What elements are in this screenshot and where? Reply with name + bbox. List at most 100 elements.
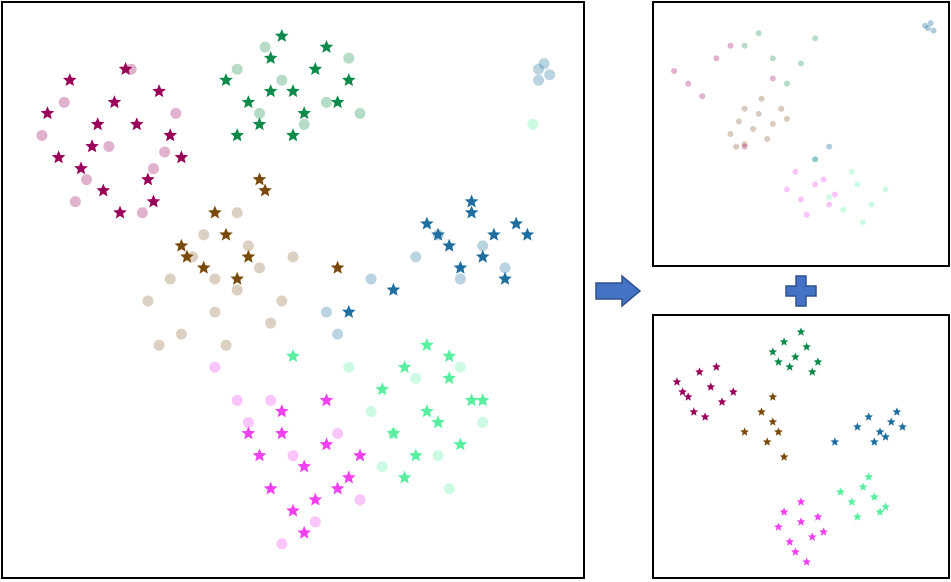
star-point [397, 470, 412, 484]
circle-point [142, 295, 154, 307]
star-point [768, 392, 778, 401]
star-point [196, 260, 211, 274]
circle-point [287, 450, 299, 462]
circle-point [432, 450, 444, 462]
star-point [475, 249, 490, 263]
circle-point [764, 136, 771, 143]
star-point [802, 342, 811, 351]
star-point [275, 426, 289, 440]
circle-point [741, 105, 748, 112]
circle-point [769, 55, 776, 62]
star-point [695, 367, 704, 376]
circle-point [868, 201, 875, 208]
circle-point [778, 105, 785, 112]
arrow [595, 274, 642, 308]
circle-point [231, 284, 243, 296]
circle-point [826, 143, 833, 150]
circle-point [220, 339, 232, 351]
circle-point [826, 194, 833, 200]
circle-point [209, 361, 221, 373]
star-point [252, 117, 267, 131]
star-point [431, 227, 445, 241]
star-point [353, 448, 367, 462]
star-point [442, 238, 456, 252]
circle-point [320, 96, 332, 108]
star-point [509, 216, 523, 230]
circle-point [454, 273, 466, 285]
circle-point [153, 339, 165, 351]
star-point [808, 367, 817, 376]
star-point [286, 349, 300, 362]
circle-point [727, 131, 734, 137]
star-point [330, 95, 345, 109]
star-point [263, 84, 278, 98]
circle-point [769, 75, 776, 82]
star-point [464, 194, 479, 208]
star-point [712, 362, 721, 371]
circle-point [259, 41, 271, 53]
star-point [791, 352, 800, 361]
circle-point [175, 328, 187, 340]
star-point [796, 497, 806, 506]
circle-point [254, 262, 266, 274]
star-point [898, 422, 907, 431]
star-point [397, 360, 412, 374]
star-point [757, 407, 766, 416]
circle-point [812, 35, 819, 42]
star-point [263, 481, 278, 495]
star-point [875, 507, 885, 516]
circle-point [81, 174, 93, 186]
star-point [678, 387, 687, 396]
star-point [107, 95, 122, 109]
circle-point [527, 118, 539, 130]
circle-point [332, 428, 344, 440]
circle-point [812, 181, 819, 188]
circle-point [298, 118, 310, 130]
star-point [180, 249, 194, 263]
star-point [297, 459, 311, 473]
star-point [208, 205, 222, 219]
circle-point [803, 211, 810, 218]
star-point [689, 407, 699, 416]
star-point [85, 139, 99, 153]
star-point [275, 404, 289, 418]
star-point [779, 337, 789, 346]
star-point [870, 492, 879, 501]
star-point [342, 73, 356, 86]
star-point [875, 427, 885, 436]
circle-point [209, 306, 221, 318]
circle-point [170, 107, 182, 119]
star-point [308, 62, 323, 75]
star-point [375, 382, 390, 396]
star-point [275, 28, 289, 42]
star-point [819, 527, 828, 536]
star-point [774, 357, 783, 366]
circle-point [544, 69, 556, 81]
star-point [286, 128, 300, 142]
star-point [830, 437, 840, 446]
star-point [453, 437, 468, 451]
circle-point [231, 207, 243, 219]
circle-point [798, 60, 804, 67]
circle-point [443, 483, 455, 495]
star-point [146, 194, 161, 208]
star-point [330, 481, 345, 495]
star-point [90, 117, 105, 131]
star-point [464, 393, 479, 407]
circle-point [741, 143, 748, 150]
circle-point [376, 461, 388, 473]
star-point [836, 487, 845, 496]
circle-point [840, 206, 847, 213]
star-point [498, 271, 512, 285]
star-point [768, 347, 778, 356]
star-point [802, 557, 811, 566]
top-panel [652, 1, 950, 267]
star-point [858, 482, 868, 491]
star-point [113, 205, 127, 219]
circle-point [265, 394, 277, 406]
circle-point [769, 120, 776, 127]
circle-point [287, 251, 299, 263]
star-point [431, 415, 445, 429]
star-point [51, 150, 66, 164]
star-point [779, 452, 789, 461]
